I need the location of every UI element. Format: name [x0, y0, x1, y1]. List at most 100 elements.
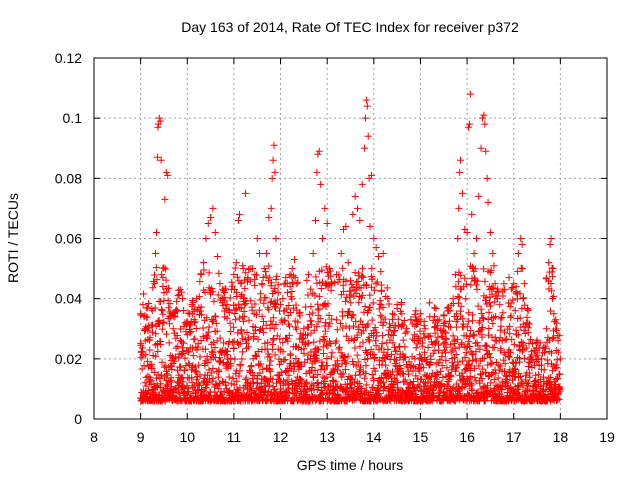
data-point: [359, 338, 367, 346]
data-point: [375, 391, 383, 399]
data-point: [503, 379, 511, 387]
data-point: [400, 317, 408, 325]
data-point: [434, 370, 442, 378]
data-point: [362, 96, 370, 104]
data-point: [209, 316, 217, 324]
data-point: [494, 285, 502, 293]
data-point: [451, 344, 459, 352]
data-point: [207, 369, 215, 377]
data-point: [327, 353, 335, 361]
data-point: [271, 168, 279, 176]
data-point: [214, 291, 222, 299]
axis-ticks: [93, 57, 608, 420]
data-point: [315, 293, 323, 301]
data-point: [344, 352, 352, 360]
data-point: [447, 373, 455, 381]
data-point: [505, 274, 513, 282]
data-point: [553, 396, 561, 404]
data-point: [156, 375, 164, 383]
data-point: [260, 265, 268, 273]
data-point: [215, 269, 223, 277]
data-point: [455, 268, 463, 276]
data-point: [515, 343, 523, 351]
x-tick-label: 15: [413, 429, 429, 445]
data-point: [143, 313, 151, 321]
data-point: [196, 278, 204, 286]
data-point: [303, 378, 311, 386]
data-point: [420, 317, 428, 325]
data-point: [434, 317, 442, 325]
data-point: [464, 123, 472, 131]
data-point: [438, 362, 446, 370]
data-point: [414, 381, 422, 389]
data-point: [458, 315, 466, 323]
data-point: [471, 364, 479, 372]
data-point: [260, 328, 268, 336]
data-point: [383, 366, 391, 374]
data-point: [370, 235, 378, 242]
data-point: [472, 235, 480, 242]
data-point: [251, 300, 259, 308]
data-point: [375, 305, 383, 313]
data-point: [442, 334, 450, 342]
data-point: [217, 388, 225, 396]
data-point: [401, 376, 409, 384]
y-tick-label: 0.04: [55, 291, 82, 307]
data-point: [189, 352, 197, 360]
data-point: [285, 381, 293, 389]
data-point: [448, 359, 456, 367]
data-point: [414, 375, 422, 383]
data-point: [458, 189, 466, 197]
data-point: [346, 380, 354, 388]
data-point: [211, 344, 219, 352]
data-point: [138, 347, 146, 355]
data-point: [320, 337, 328, 345]
data-point: [474, 342, 482, 350]
data-point: [232, 305, 240, 313]
data-point: [356, 216, 364, 224]
data-point: [285, 301, 293, 309]
data-point: [549, 335, 557, 343]
data-point: [428, 369, 436, 377]
data-point: [156, 320, 164, 328]
data-point: [507, 299, 515, 307]
data-point: [190, 382, 198, 390]
data-point: [416, 335, 424, 343]
data-point: [204, 332, 212, 340]
data-point: [496, 326, 504, 334]
data-point: [288, 295, 296, 303]
data-point: [272, 301, 280, 309]
data-point: [313, 168, 321, 176]
data-point: [137, 311, 145, 319]
data-point: [241, 285, 249, 293]
data-point: [310, 338, 318, 346]
data-point: [378, 340, 386, 348]
data-point: [452, 283, 460, 291]
data-point: [241, 301, 249, 309]
data-point: [526, 373, 534, 381]
data-point: [157, 341, 165, 349]
data-point: [148, 321, 156, 329]
data-point: [354, 277, 362, 285]
data-point: [393, 379, 401, 387]
data-point: [451, 354, 459, 362]
data-point: [462, 295, 470, 303]
data-point: [487, 302, 495, 310]
data-point: [232, 259, 240, 267]
data-point: [313, 356, 321, 364]
data-point: [523, 313, 531, 321]
data-point: [280, 280, 288, 288]
x-tick-label: 8: [90, 429, 98, 445]
data-point: [152, 352, 160, 360]
data-point: [347, 277, 354, 285]
data-point: [188, 297, 196, 305]
data-point: [477, 144, 485, 152]
data-point: [363, 282, 371, 290]
data-point: [465, 120, 473, 128]
data-point: [307, 303, 315, 311]
data-point: [222, 285, 230, 293]
data-point: [195, 293, 203, 301]
data-point: [518, 347, 526, 355]
data-point: [376, 311, 384, 319]
data-point: [525, 339, 533, 347]
